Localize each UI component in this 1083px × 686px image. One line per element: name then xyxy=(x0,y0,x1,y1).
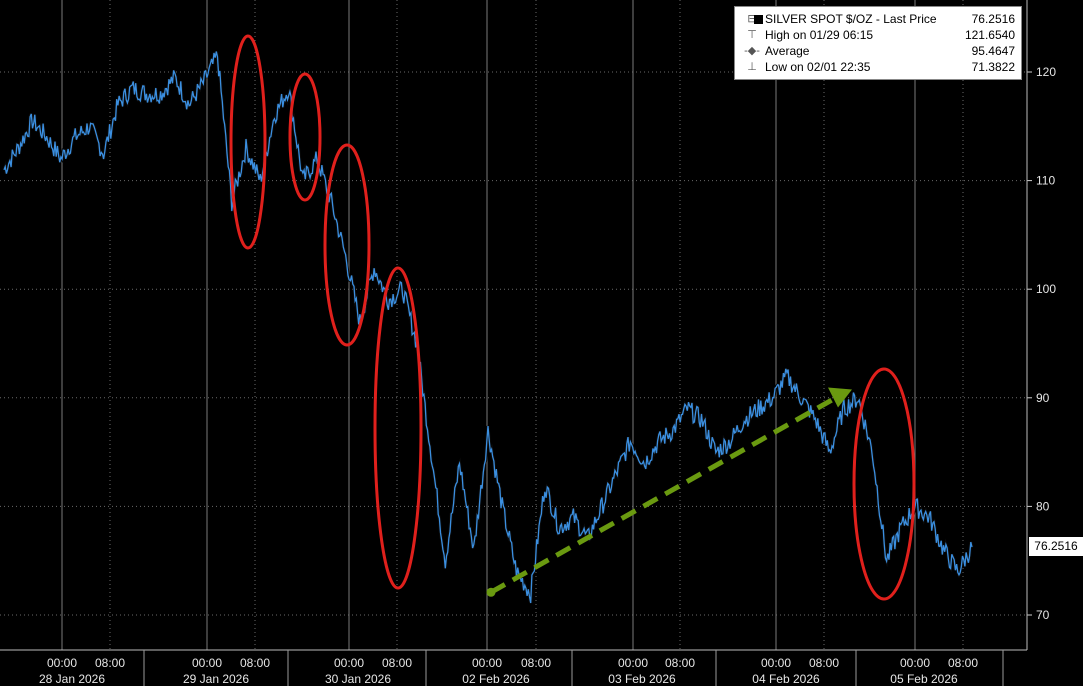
y-tick-label: 70 xyxy=(1036,608,1050,622)
high-marker-icon: ⊤ xyxy=(747,29,757,41)
legend-swatch-icon xyxy=(754,15,763,24)
y-tick-label: 120 xyxy=(1036,65,1056,79)
legend-row-high: ⊤ High on 01/29 06:15 121.6540 xyxy=(735,27,1015,43)
low-marker-icon: ⊥ xyxy=(747,61,757,73)
trend-arrow-head xyxy=(828,387,852,408)
x-time-label: 00:00 xyxy=(761,656,791,670)
legend-box: ⊟ SILVER SPOT $/OZ - Last Price 76.2516 … xyxy=(734,6,1022,80)
x-time-label: 00:00 xyxy=(900,656,930,670)
x-time-label: 08:00 xyxy=(240,656,270,670)
legend-value-high: 121.6540 xyxy=(964,28,1015,42)
legend-label-average: Average xyxy=(765,44,810,58)
x-axis: 00:00 08:00 00:00 08:00 00:00 08:00 00:00 08:00… xyxy=(0,0,1028,686)
legend-label-high: High on 01/29 06:15 xyxy=(765,28,874,42)
legend-value-last: 76.2516 xyxy=(971,12,1015,26)
x-time-label: 08:00 xyxy=(665,656,695,670)
y-tick-label: 90 xyxy=(1036,391,1050,405)
x-date-label: 05 Feb 2026 xyxy=(890,672,958,686)
series-outline xyxy=(2,51,974,604)
series-line xyxy=(3,51,973,604)
highlight-ellipse xyxy=(852,367,916,601)
x-time-label: 00:00 xyxy=(618,656,648,670)
x-time-label: 00:00 xyxy=(472,656,502,670)
legend-row-low: ⊥ Low on 02/01 22:35 71.3822 xyxy=(735,59,1015,75)
last-price-badge: 76.2516 xyxy=(1029,537,1083,556)
y-tick-label: 110 xyxy=(1036,174,1055,188)
legend-label-last: SILVER SPOT $/OZ - Last Price xyxy=(765,12,937,26)
x-date-label: 03 Feb 2026 xyxy=(608,672,676,686)
price-series xyxy=(2,51,974,604)
legend-value-average: 95.4647 xyxy=(971,44,1015,58)
y-axis-ticks: 70 80 90 100 110 120 xyxy=(1027,65,1056,622)
x-date-label: 02 Feb 2026 xyxy=(462,672,530,686)
x-time-label: 00:00 xyxy=(334,656,364,670)
x-time-label: 08:00 xyxy=(521,656,551,670)
highlight-ellipse xyxy=(373,266,423,590)
x-time-label: 08:00 xyxy=(382,656,412,670)
x-time-label: 08:00 xyxy=(948,656,978,670)
highlight-ellipse xyxy=(323,143,371,347)
legend-row-last-price: ⊟ SILVER SPOT $/OZ - Last Price 76.2516 xyxy=(735,11,1015,27)
y-tick-label: 100 xyxy=(1036,282,1056,296)
x-time-label: 08:00 xyxy=(809,656,839,670)
annotations xyxy=(229,34,916,601)
y-tick-label: 80 xyxy=(1036,499,1050,513)
x-time-label: 08:00 xyxy=(95,656,125,670)
average-marker-icon: -◆- xyxy=(744,45,760,57)
x-time-label: 00:00 xyxy=(47,656,77,670)
trend-arrow-line xyxy=(489,394,840,595)
x-time-label: 00:00 xyxy=(192,656,222,670)
highlight-ellipse xyxy=(288,72,322,202)
highlight-ellipse xyxy=(229,34,267,250)
trend-arrow-start xyxy=(486,587,496,597)
grid-lines xyxy=(0,0,1027,650)
x-date-label: 29 Jan 2026 xyxy=(183,672,249,686)
legend-row-average: -◆- Average 95.4647 xyxy=(735,43,1015,59)
x-date-label: 28 Jan 2026 xyxy=(39,672,105,686)
legend-value-low: 71.3822 xyxy=(971,60,1015,74)
legend-label-low: Low on 02/01 22:35 xyxy=(765,60,871,74)
x-date-label: 04 Feb 2026 xyxy=(752,672,820,686)
legend-toggle-icon[interactable]: ⊟ xyxy=(747,13,757,25)
x-date-label: 30 Jan 2026 xyxy=(325,672,391,686)
